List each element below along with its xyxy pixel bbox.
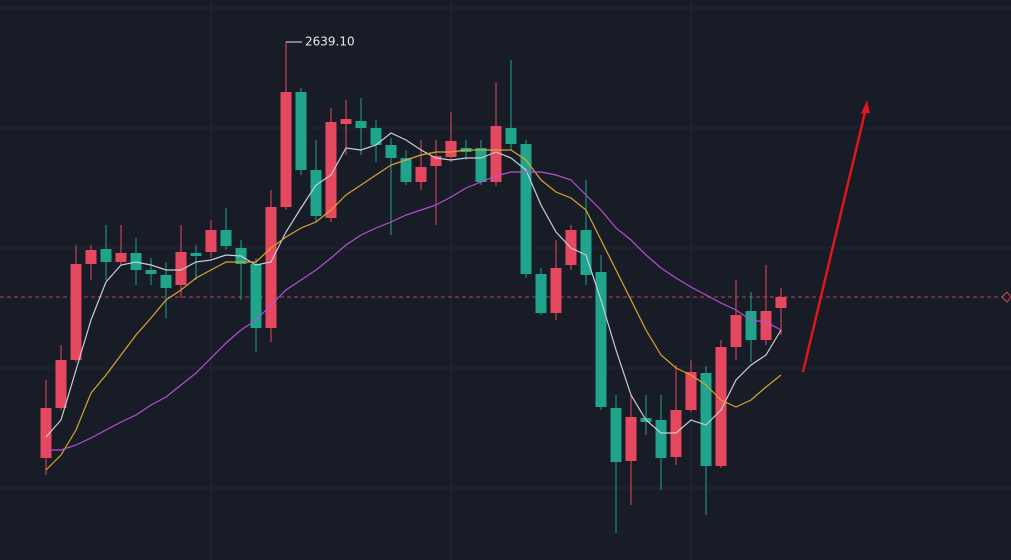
candle-body: [340, 119, 352, 124]
candle-body: [730, 315, 742, 347]
candle-body: [700, 373, 712, 466]
forecast-arrow: [801, 100, 870, 373]
candle-body: [115, 253, 127, 262]
candle-body: [745, 311, 757, 340]
candle-body: [475, 148, 487, 182]
arrow-line: [801, 107, 868, 373]
candle-body: [175, 252, 187, 285]
candle-body: [775, 297, 787, 308]
candle-body: [415, 167, 427, 182]
candle-body: [100, 249, 112, 262]
candle-body: [295, 92, 307, 170]
candle-body: [205, 230, 217, 252]
candle-body: [595, 272, 607, 407]
candle-body: [70, 264, 82, 360]
candle-body: [760, 311, 772, 340]
candle-body: [610, 408, 622, 462]
candle-body: [505, 128, 517, 144]
candle-body: [445, 141, 457, 157]
candle-body: [535, 274, 547, 313]
candle-body: [310, 170, 322, 216]
candle-body: [400, 158, 412, 182]
candle-body: [520, 144, 532, 274]
moving-average-line: [45, 132, 782, 438]
candle-body: [220, 230, 232, 246]
candle-body: [145, 270, 157, 274]
candle-body: [430, 156, 442, 166]
candle-body: [160, 275, 172, 288]
candle-body: [490, 126, 502, 182]
candle-body: [685, 372, 697, 410]
candle-body: [715, 347, 727, 466]
candle-body: [385, 145, 397, 158]
moving-average-line: [45, 149, 782, 471]
candle-body: [655, 420, 667, 458]
candle-body: [190, 253, 202, 256]
candle-body: [265, 207, 277, 328]
price-marker: [1001, 291, 1011, 303]
candle-body: [325, 122, 337, 218]
candle-body: [355, 121, 367, 128]
candle-body: [55, 360, 67, 408]
candle-body: [250, 264, 262, 328]
candle-body: [40, 408, 52, 458]
candle-body: [550, 268, 562, 313]
high-label: 2639.10: [305, 35, 355, 49]
arrow-head: [861, 100, 870, 114]
candle-body: [625, 417, 637, 461]
candle-body: [280, 92, 292, 207]
moving-average-line: [46, 171, 782, 451]
candle-body: [370, 128, 382, 145]
candle-body: [580, 230, 592, 275]
candle-body: [85, 250, 97, 264]
